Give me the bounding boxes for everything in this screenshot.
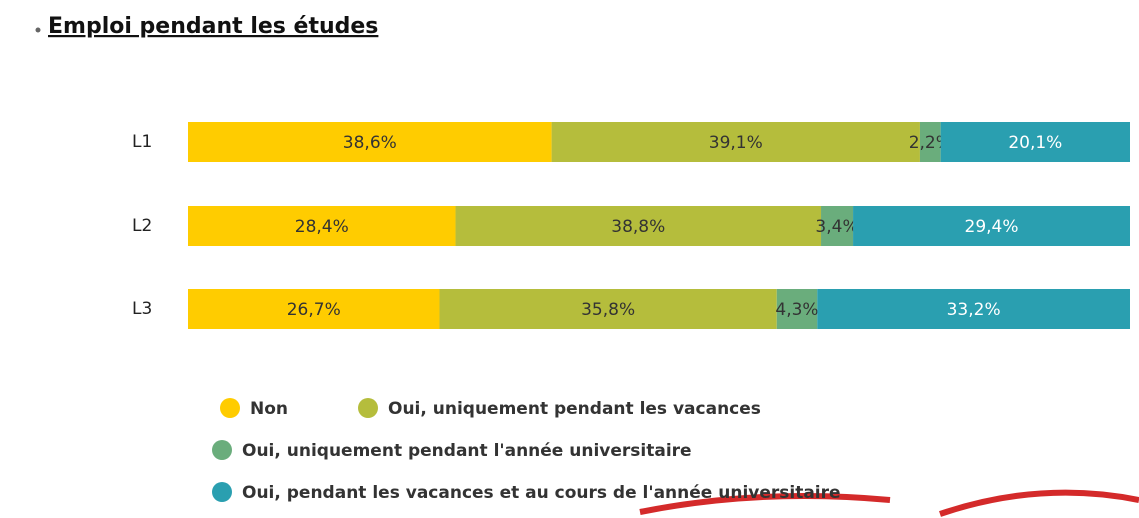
bar-segment bbox=[817, 289, 1130, 329]
bar-segment bbox=[188, 206, 456, 246]
value-label: 28,4% bbox=[295, 217, 349, 237]
legend-swatch bbox=[212, 440, 232, 460]
bar-segment bbox=[439, 289, 777, 329]
category-label: L2 bbox=[132, 216, 152, 236]
legend-swatch bbox=[358, 398, 378, 418]
bar-segment bbox=[188, 122, 552, 162]
bar-segment bbox=[940, 122, 1130, 162]
value-label: 3,4% bbox=[815, 217, 858, 237]
value-label: 35,8% bbox=[581, 300, 635, 320]
bar-segment bbox=[919, 122, 941, 162]
title-bullet bbox=[35, 27, 41, 33]
value-label: 29,4% bbox=[965, 217, 1019, 237]
category-label: L1 bbox=[132, 132, 152, 152]
value-label: 26,7% bbox=[287, 300, 341, 320]
decoration bbox=[939, 489, 1139, 517]
chart-title: Emploi pendant les études bbox=[48, 14, 378, 39]
bar-segment bbox=[551, 122, 920, 162]
bar-segment bbox=[776, 289, 818, 329]
legend-label: Non bbox=[250, 399, 288, 419]
value-label: 4,3% bbox=[775, 300, 818, 320]
legend-label: Oui, uniquement pendant les vacances bbox=[388, 399, 761, 419]
value-label: 33,2% bbox=[947, 300, 1001, 320]
decoration bbox=[639, 493, 891, 515]
value-label: 38,8% bbox=[611, 217, 665, 237]
bar-segment bbox=[821, 206, 854, 246]
bar-segment bbox=[188, 289, 440, 329]
value-label: 38,6% bbox=[343, 133, 397, 153]
value-label: 20,1% bbox=[1008, 133, 1062, 153]
bar-segment bbox=[455, 206, 822, 246]
bar-segment bbox=[853, 206, 1130, 246]
legend-label: Oui, pendant les vacances et au cours de… bbox=[242, 483, 841, 503]
legend-swatch bbox=[220, 398, 240, 418]
category-label: L3 bbox=[132, 299, 152, 319]
legend-swatch bbox=[212, 482, 232, 502]
value-label: 39,1% bbox=[709, 133, 763, 153]
legend-label: Oui, uniquement pendant l'année universi… bbox=[242, 441, 692, 461]
